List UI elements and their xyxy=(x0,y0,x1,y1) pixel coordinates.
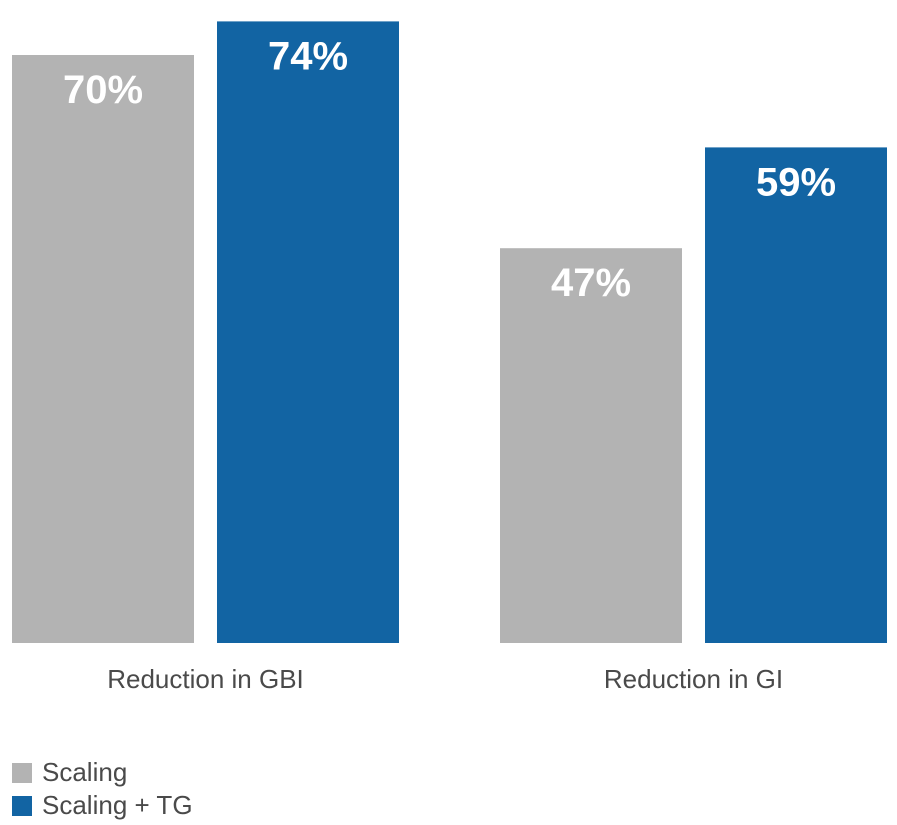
category-label-reduction-in-gbi: Reduction in GBI xyxy=(107,664,304,694)
legend-swatch-scaling-tg xyxy=(12,795,32,816)
bar-reduction-in-gi-scaling xyxy=(500,248,682,643)
bar-reduction-in-gi-scaling-tg xyxy=(705,147,887,643)
category-label-reduction-in-gi: Reduction in GI xyxy=(604,664,783,694)
bar-reduction-in-gbi-scaling-tg xyxy=(217,21,399,643)
bar-reduction-in-gbi-scaling xyxy=(12,55,194,643)
legend: Scaling Scaling + TG xyxy=(12,756,193,822)
data-label-reduction-in-gi-scaling-tg: 59% xyxy=(756,160,836,204)
legend-item-scaling: Scaling xyxy=(12,756,193,789)
legend-item-scaling-tg: Scaling + TG xyxy=(12,789,193,822)
bar-chart: 70% 74% Reduction in GBI 47% 59% Reduction in… xyxy=(12,21,887,694)
legend-label-scaling-tg: Scaling + TG xyxy=(42,790,193,820)
legend-swatch-scaling xyxy=(12,762,32,783)
legend-label-scaling: Scaling xyxy=(42,757,128,787)
data-label-reduction-in-gbi-scaling: 70% xyxy=(63,68,143,112)
data-label-reduction-in-gi-scaling: 47% xyxy=(551,261,631,305)
data-label-reduction-in-gbi-scaling-tg: 74% xyxy=(268,34,348,78)
